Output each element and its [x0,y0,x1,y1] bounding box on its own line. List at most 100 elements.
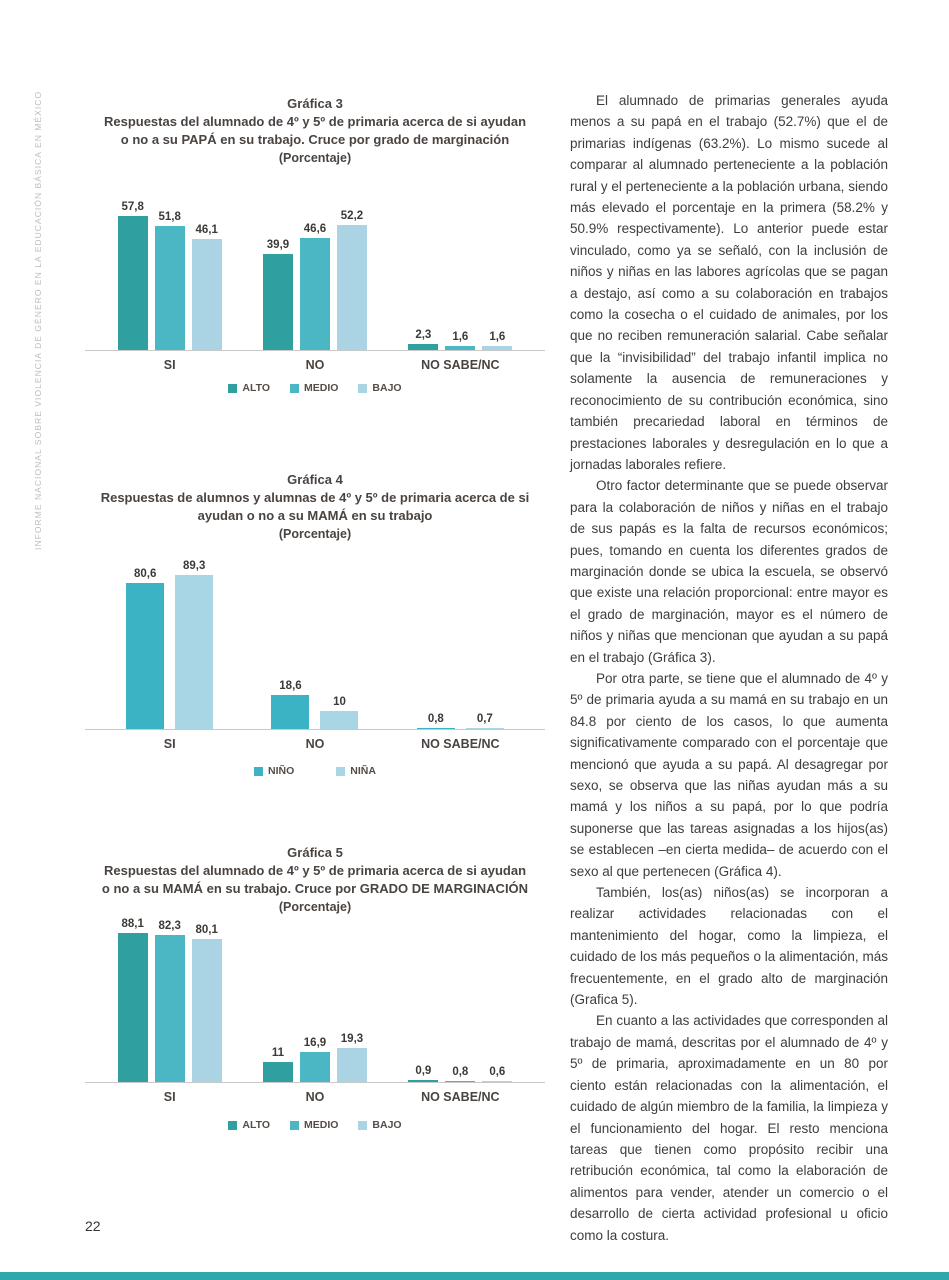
chart-caption: Gráfica 3 [287,96,343,111]
bar-rect [117,216,148,350]
legend-label: BAJO [372,1119,402,1131]
legend-label: ALTO [242,382,270,394]
bar-rect [299,1051,330,1082]
legend-swatch [290,1120,299,1130]
bar: 19,3 [336,918,367,1082]
bar-plot-area: 88,1 82,3 80,1 11 16,9 19,3 0,9 0,8 0,6 [85,918,545,1083]
category-axis: SI NO NO SABE/NC [85,730,545,751]
chart-legend: ALTO MEDIO BAJO [85,382,545,394]
bar-value-label: 0,8 [427,712,444,725]
bar-value-label: 80,6 [133,567,157,580]
bar-value-label: 80,1 [195,924,218,937]
bar: 80,1 [191,918,222,1082]
category-label: SI [163,1090,176,1104]
chart-legend: ALTO MEDIO BAJO [85,1119,545,1131]
grafica-3-plot: 57,8 51,8 46,1 39,9 46,6 52,2 2,3 1,6 1,6 SI NO NO… [85,201,545,394]
bar-rect [126,582,165,729]
legend-label: BAJO [372,382,402,394]
bar-rect [262,254,293,350]
bar-group: 11 16,9 19,3 [242,918,387,1082]
chart-subtitle: (Porcentaje) [278,151,352,165]
bar-value-label: 88,1 [121,918,144,930]
legend-item: ALTO [228,382,270,394]
bar-rect [465,727,504,729]
bar-value-label: 0,9 [415,1065,432,1078]
bar-group: 39,9 46,6 52,2 [242,201,387,350]
bar-group: 80,6 89,3 [97,560,242,729]
bar-rect [191,239,222,350]
bar-rect [445,346,476,350]
bar-value-label: 39,9 [266,239,290,252]
legend-swatch [290,383,299,393]
chart-title: Respuestas del alumnado de 4º y 5º de pr… [101,863,529,896]
legend-item: NIÑO [254,765,294,777]
legend-label: NIÑO [268,765,295,777]
bar: 0,8 [445,918,476,1082]
legend-item: ALTO [228,1119,270,1131]
grafica-5: Gráfica 5 Respuestas del alumnado de 4º … [85,845,545,1131]
bar: 1,6 [445,201,476,350]
paragraph: En cuanto a las actividades que correspo… [570,1013,888,1243]
bar-plot-area: 80,6 89,3 18,6 10 0,8 0,7 [85,560,545,730]
bar-value-label: 57,8 [121,201,144,213]
legend-swatch [336,766,346,776]
bar-rect [336,1047,367,1082]
bar-rect [299,238,330,350]
legend-item: MEDIO [290,1119,338,1131]
chart-title: Respuestas del alumnado de 4º y 5º de pr… [103,114,527,147]
grafica-3: Gráfica 3 Respuestas del alumnado de 4º … [85,96,545,394]
bar-value-label: 46,6 [303,223,327,236]
grafica-5-plot: 88,1 82,3 80,1 11 16,9 19,3 0,9 0,8 0,6 SI NO NO S… [85,918,545,1131]
category-axis: SI NO NO SABE/NC [85,351,545,372]
paragraph: El alumnado de primarias generales ayuda… [570,93,888,472]
bar-rect [154,225,185,350]
bar: 0,7 [465,560,504,729]
bar: 0,8 [416,560,455,729]
legend-swatch [228,1120,238,1130]
bar-rect [336,224,367,350]
legend-swatch [358,383,368,393]
bar-rect [271,695,310,729]
bar: 46,6 [299,201,330,350]
chart-subtitle: (Porcentaje) [278,900,352,914]
bar-value-label: 18,6 [279,680,302,693]
grafica-4: Gráfica 4 Respuestas de alumnos y alumna… [85,472,545,777]
page-number: 22 [85,1218,101,1234]
bar: 1,6 [482,201,513,350]
legend-label: MEDIO [304,1119,339,1131]
grafica-4-plot: 80,6 89,3 18,6 10 0,8 0,7 SI NO NO SABE/NC NIÑO… [85,560,545,777]
bar-group: 0,8 0,7 [388,560,533,729]
bar-value-label: 0,8 [452,1065,469,1078]
category-axis: SI NO NO SABE/NC [85,1083,545,1104]
bar-value-label: 1,6 [489,331,506,344]
bar: 52,2 [336,201,367,350]
bar: 46,1 [191,201,222,350]
footer-accent-bar [0,1272,949,1280]
bar-value-label: 19,3 [340,1032,364,1045]
legend-item: BAJO [358,382,402,394]
bar: 51,8 [154,201,185,350]
bar-rect [482,1080,513,1082]
bar-rect [262,1062,293,1082]
bar: 16,9 [299,918,330,1082]
legend-label: ALTO [242,1119,270,1131]
bar-rect [117,933,148,1082]
bar-rect [416,727,455,729]
chart-caption: Gráfica 4 [287,472,343,487]
category-label: NO SABE/NC [421,1090,500,1104]
chart-subtitle: (Porcentaje) [278,527,352,541]
bar: 82,3 [154,918,185,1082]
legend-item: NIÑA [336,765,376,777]
category-label: NO SABE/NC [421,358,500,372]
category-label: NO [305,1090,325,1104]
chart-caption: Gráfica 5 [287,845,343,860]
legend-item: MEDIO [290,382,338,394]
chart-title: Respuestas de alumnos y alumnas de 4º y … [100,490,530,523]
bar-value-label: 0,7 [476,712,493,725]
category-label: NO SABE/NC [421,737,500,751]
bar-rect [408,344,439,350]
category-label: NO [305,737,325,751]
bar-group: 18,6 10 [242,560,387,729]
bar-value-label: 52,2 [340,209,364,222]
